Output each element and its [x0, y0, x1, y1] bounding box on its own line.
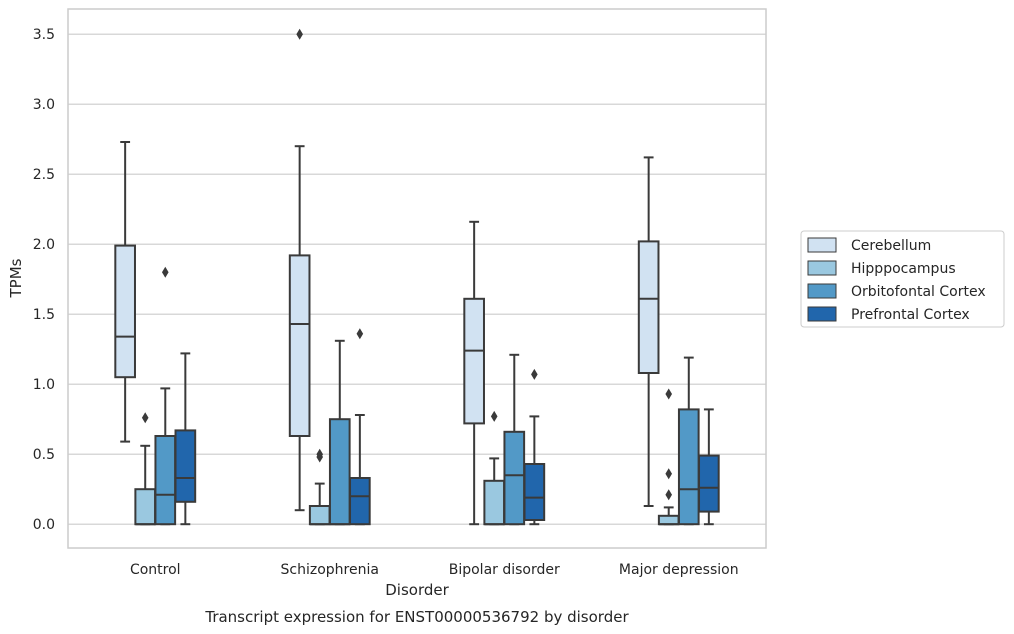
iqr-box	[288, 254, 311, 437]
legend: Cerebellum Hipppocampus Orbitofontal Corte…	[800, 230, 1005, 328]
outlier-marker	[161, 266, 169, 278]
iqr-box	[114, 244, 136, 379]
x-tick-label: Control	[130, 562, 181, 578]
legend-swatch	[807, 260, 837, 276]
outlier-marker	[531, 368, 538, 380]
box-hipppocampus	[657, 388, 680, 526]
legend-label: Cerebellum	[851, 238, 931, 254]
outlier-marker	[316, 448, 324, 460]
box-orbitofontal-cortex	[328, 339, 351, 526]
x-tick-label: Schizophrenia	[281, 562, 379, 578]
legend-swatch	[807, 237, 837, 253]
box-series	[114, 28, 720, 526]
x-axis-title: Disorder	[385, 581, 449, 599]
iqr-box	[154, 435, 177, 526]
outlier-marker	[665, 468, 673, 480]
legend-label: Hipppocampus	[851, 261, 956, 277]
y-tick-label: 2.0	[33, 237, 55, 253]
outlier-marker	[490, 410, 498, 422]
legend-swatch	[807, 306, 837, 322]
iqr-box	[134, 488, 157, 526]
iqr-box	[463, 297, 485, 425]
y-tick-label: 3.0	[33, 97, 55, 113]
legend-frame	[800, 230, 1005, 328]
y-axis-title: TPMs	[7, 258, 25, 298]
y-tick-label: 0.5	[33, 447, 55, 463]
iqr-box	[523, 463, 546, 521]
y-tick-label: 2.5	[33, 167, 55, 183]
iqr-box	[483, 479, 506, 526]
x-tick-labels: Control Schizophrenia Bipolar disorder Majo…	[130, 562, 739, 578]
iqr-box	[503, 430, 526, 526]
y-tick-label: 3.5	[33, 27, 55, 43]
chart-caption: Transcript expression for ENST0000053679…	[204, 608, 629, 626]
iqr-box	[328, 418, 351, 526]
legend-label: Prefrontal Cortex	[851, 307, 970, 323]
y-tick-label: 1.0	[33, 377, 55, 393]
iqr-box	[677, 408, 700, 526]
iqr-box	[174, 429, 197, 503]
box-cerebellum	[463, 220, 485, 526]
outlier-marker	[141, 412, 149, 424]
box-cerebellum	[114, 141, 136, 443]
box-cerebellum	[637, 156, 660, 507]
outlier-marker	[296, 28, 303, 40]
y-tick-label: 1.5	[33, 307, 55, 323]
iqr-box	[657, 514, 680, 526]
box-prefrontal-cortex	[174, 352, 197, 526]
box-prefrontal-cortex	[698, 408, 720, 526]
legend-swatch	[807, 283, 837, 299]
box-cerebellum	[288, 28, 311, 512]
box-prefrontal-cortex	[523, 368, 546, 526]
x-tick-label: Major depression	[619, 562, 739, 578]
outlier-marker	[665, 489, 673, 501]
outlier-marker	[356, 328, 364, 340]
y-tick-label: 0.0	[33, 517, 55, 533]
iqr-box	[349, 477, 371, 526]
box-hipppocampus	[134, 412, 157, 526]
y-tick-labels: 0.0 0.5 1.0 1.5 2.0 2.5 3.0 3.5	[33, 27, 55, 533]
iqr-box	[637, 240, 660, 374]
box-hipppocampus	[308, 448, 331, 526]
iqr-box	[698, 454, 720, 513]
x-tick-label: Bipolar disorder	[449, 562, 560, 578]
plot-frame	[67, 8, 767, 549]
legend-label: Orbitofontal Cortex	[851, 284, 986, 300]
box-prefrontal-cortex	[349, 328, 371, 526]
outlier-marker	[665, 388, 673, 400]
iqr-box	[308, 505, 331, 526]
